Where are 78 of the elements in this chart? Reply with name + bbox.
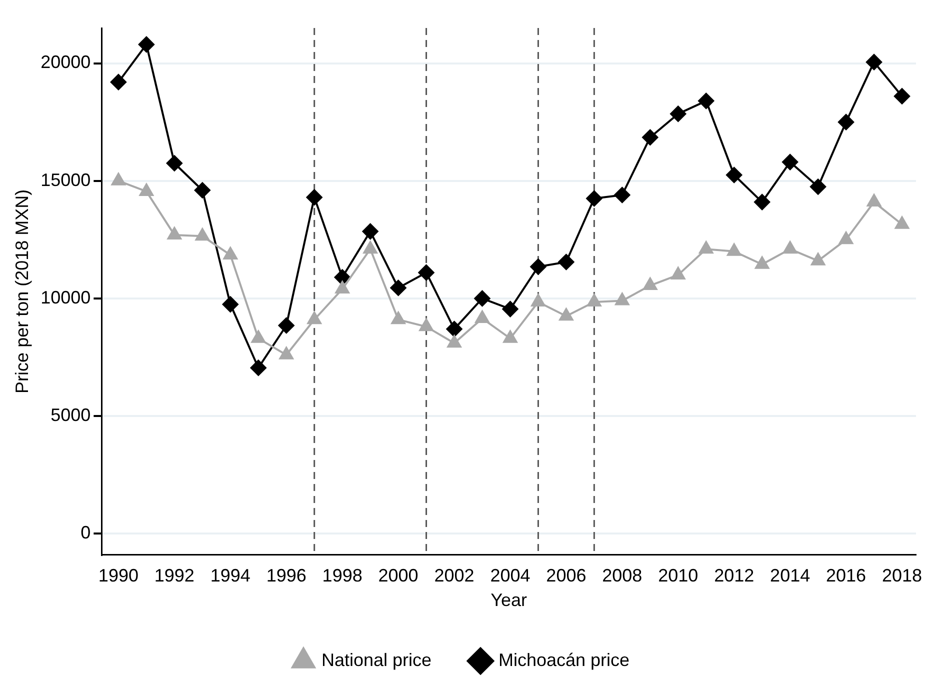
x-tick-label: 2018 — [882, 566, 922, 586]
point — [782, 154, 798, 170]
x-tick-label: 1990 — [98, 566, 138, 586]
point — [279, 346, 294, 360]
x-tick-label: 2002 — [434, 566, 474, 586]
point — [643, 278, 658, 290]
point — [754, 194, 770, 210]
point — [419, 318, 434, 332]
point — [362, 223, 378, 240]
x-tick-label: 2012 — [714, 566, 754, 586]
y-tick-label: 5000 — [50, 405, 91, 426]
point — [307, 312, 322, 324]
point — [894, 216, 910, 229]
point — [642, 129, 658, 146]
point — [363, 241, 378, 254]
point — [531, 294, 546, 306]
point — [418, 264, 434, 281]
point — [139, 183, 154, 196]
point — [838, 114, 854, 130]
y-tick-label: 10000 — [40, 287, 91, 308]
point — [334, 269, 350, 286]
point — [755, 256, 770, 269]
point — [783, 241, 798, 254]
x-tick-label: 2014 — [770, 566, 810, 586]
x-tick-label: 2010 — [658, 566, 698, 586]
point — [587, 294, 602, 306]
point — [810, 178, 826, 195]
x-tick-label: 2000 — [378, 566, 418, 586]
point — [727, 243, 742, 256]
x-tick-label: 1994 — [210, 566, 250, 586]
y-tick-label: 0 — [80, 522, 91, 543]
point — [447, 335, 462, 348]
point — [614, 186, 630, 203]
point — [698, 92, 714, 109]
x-tick-label: 2004 — [490, 566, 530, 586]
point — [670, 106, 686, 122]
point — [222, 296, 238, 312]
point — [699, 241, 714, 254]
x-tick-label: 2006 — [546, 566, 586, 586]
point — [894, 88, 910, 104]
point — [306, 189, 322, 206]
legend-label: Michoacán price — [498, 650, 630, 670]
x-tick-label: 1992 — [154, 566, 194, 586]
x-tick-label: 2008 — [602, 566, 642, 586]
y-tick-label: 20000 — [40, 52, 91, 72]
point — [195, 228, 210, 241]
x-tick-label: 2016 — [826, 566, 866, 586]
point — [838, 232, 854, 244]
point — [474, 290, 490, 306]
point — [503, 330, 518, 343]
point — [530, 258, 546, 275]
y-axis-title: Price per ton (2018 MXN) — [12, 189, 32, 394]
point — [391, 312, 406, 324]
point — [866, 194, 882, 207]
x-axis-title: Year — [490, 590, 528, 610]
point — [167, 226, 182, 240]
point — [138, 36, 154, 52]
point — [194, 182, 210, 198]
point — [110, 74, 126, 90]
point — [586, 190, 602, 207]
point — [166, 155, 182, 172]
point — [111, 172, 126, 186]
legend-label: National price — [321, 650, 432, 670]
point — [251, 330, 266, 343]
point — [559, 308, 574, 321]
x-tick-label: 1998 — [322, 566, 362, 586]
point — [726, 166, 742, 183]
point — [223, 246, 238, 260]
point — [558, 254, 574, 270]
x-tick-label: 1996 — [266, 566, 306, 586]
point — [475, 310, 490, 323]
point — [335, 281, 350, 294]
point — [866, 54, 882, 70]
point — [671, 266, 686, 280]
y-tick-label: 15000 — [40, 170, 91, 190]
point — [810, 252, 826, 266]
point — [390, 280, 406, 296]
point — [615, 292, 630, 306]
